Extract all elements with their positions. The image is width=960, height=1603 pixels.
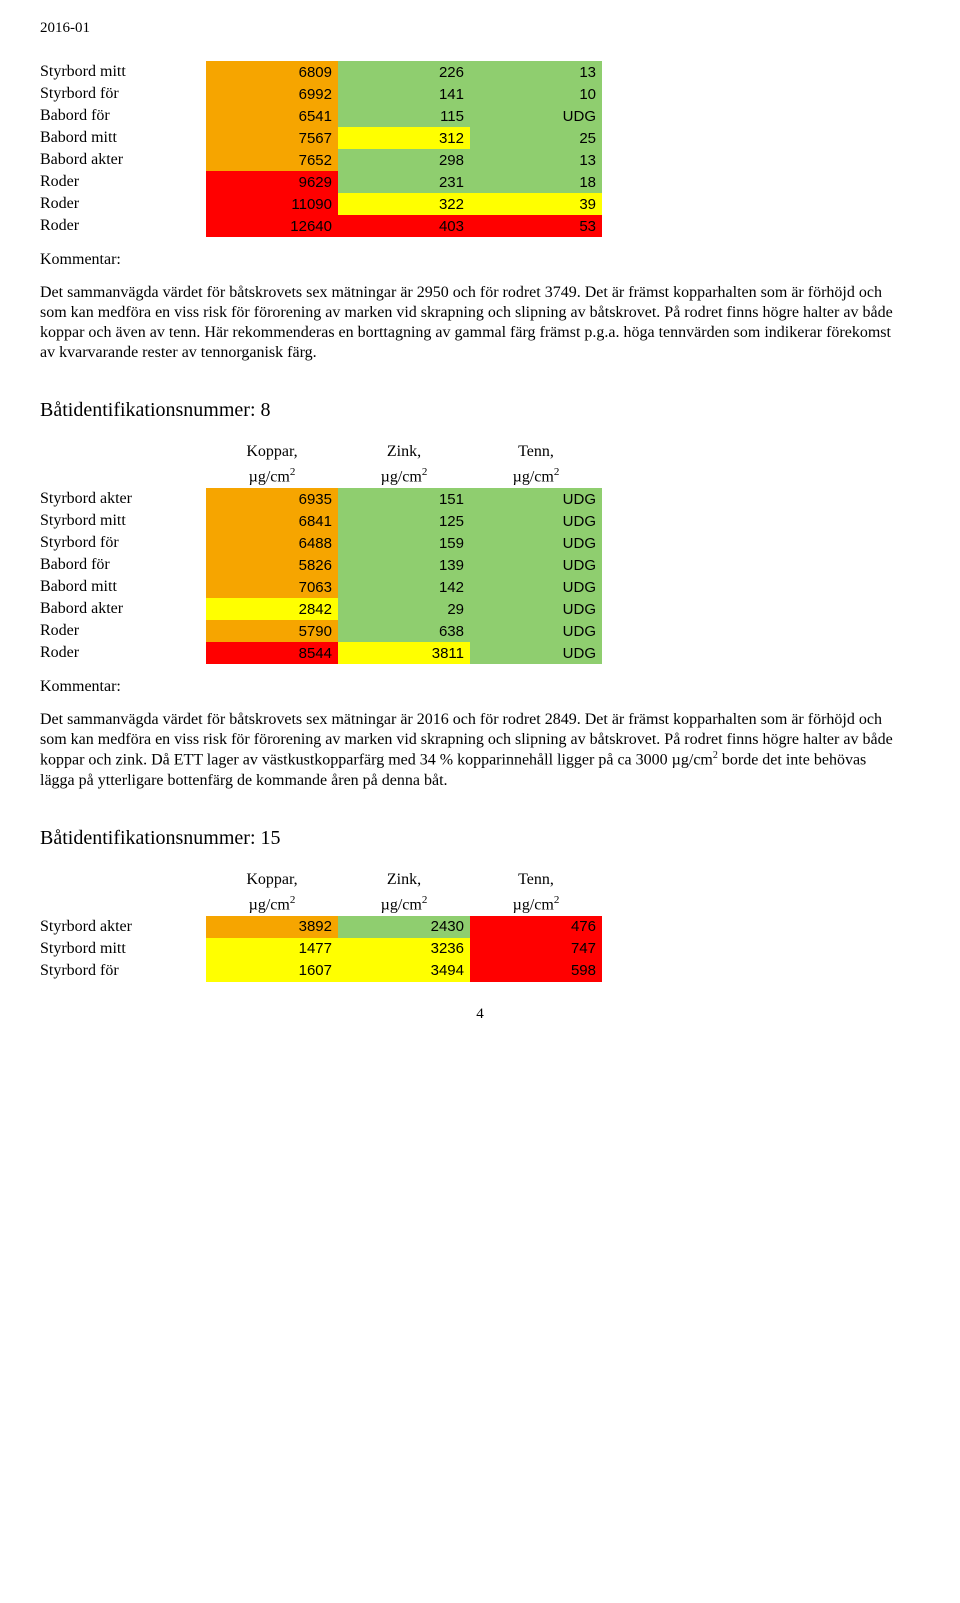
cell-value: 403 (338, 215, 470, 237)
row-label: Styrbord akter (40, 916, 206, 938)
kommentar-label-1: Kommentar: (40, 251, 920, 269)
row-label: Roder (40, 620, 206, 642)
cell-value: 142 (338, 576, 470, 598)
cell-value: 10 (470, 83, 602, 105)
cell-value: 5826 (206, 554, 338, 576)
cell-value: 1607 (206, 960, 338, 982)
cell-value: 9629 (206, 171, 338, 193)
measurements-table-2: Koppar,Zink,Tenn,µg/cm2µg/cm2µg/cm2Styrb… (40, 440, 602, 664)
cell-value: 298 (338, 149, 470, 171)
cell-value: 18 (470, 171, 602, 193)
cell-value: 2430 (338, 916, 470, 938)
cell-value: 3494 (338, 960, 470, 982)
cell-value: 29 (338, 598, 470, 620)
row-label: Roder (40, 171, 206, 193)
kommentar-label-2: Kommentar: (40, 678, 920, 696)
row-label: Styrbord mitt (40, 510, 206, 532)
cell-value: 7063 (206, 576, 338, 598)
cell-value: 2842 (206, 598, 338, 620)
cell-value: 8544 (206, 642, 338, 664)
paragraph-2: Det sammanvägda värdet för båtskrovets s… (40, 710, 900, 790)
cell-value: 125 (338, 510, 470, 532)
cell-value: 7652 (206, 149, 338, 171)
page-number: 4 (40, 1006, 920, 1023)
cell-value: UDG (470, 620, 602, 642)
measurements-table-3: Koppar,Zink,Tenn,µg/cm2µg/cm2µg/cm2Styrb… (40, 868, 602, 982)
row-label: Styrbord för (40, 960, 206, 982)
cell-value: 53 (470, 215, 602, 237)
cell-value: 312 (338, 127, 470, 149)
cell-value: 6935 (206, 488, 338, 510)
cell-value: 638 (338, 620, 470, 642)
cell-value: 12640 (206, 215, 338, 237)
paragraph-1: Det sammanvägda värdet för båtskrovets s… (40, 283, 900, 363)
cell-value: 139 (338, 554, 470, 576)
cell-value: 3236 (338, 938, 470, 960)
cell-value: 1477 (206, 938, 338, 960)
cell-value: UDG (470, 576, 602, 598)
cell-value: 3811 (338, 642, 470, 664)
cell-value: 476 (470, 916, 602, 938)
cell-value: UDG (470, 532, 602, 554)
row-label: Styrbord för (40, 532, 206, 554)
row-label: Roder (40, 193, 206, 215)
cell-value: UDG (470, 488, 602, 510)
row-label: Babord akter (40, 598, 206, 620)
cell-value: UDG (470, 598, 602, 620)
row-label: Styrbord mitt (40, 938, 206, 960)
cell-value: 6992 (206, 83, 338, 105)
cell-value: 13 (470, 149, 602, 171)
cell-value: UDG (470, 642, 602, 664)
measurements-table-1: Styrbord mitt680922613Styrbord för699214… (40, 61, 602, 237)
cell-value: 5790 (206, 620, 338, 642)
cell-value: 6809 (206, 61, 338, 83)
row-label: Roder (40, 642, 206, 664)
row-label: Styrbord mitt (40, 61, 206, 83)
cell-value: 7567 (206, 127, 338, 149)
cell-value: 159 (338, 532, 470, 554)
cell-value: 3892 (206, 916, 338, 938)
cell-value: UDG (470, 554, 602, 576)
cell-value: 322 (338, 193, 470, 215)
row-label: Babord mitt (40, 576, 206, 598)
doc-date: 2016-01 (40, 20, 920, 37)
boat-8-heading: Båtidentifikationsnummer: 8 (40, 399, 920, 422)
cell-value: 226 (338, 61, 470, 83)
cell-value: UDG (470, 510, 602, 532)
cell-value: 747 (470, 938, 602, 960)
cell-value: 141 (338, 83, 470, 105)
row-label: Roder (40, 215, 206, 237)
row-label: Babord för (40, 105, 206, 127)
cell-value: 6541 (206, 105, 338, 127)
row-label: Babord mitt (40, 127, 206, 149)
row-label: Babord akter (40, 149, 206, 171)
cell-value: 598 (470, 960, 602, 982)
cell-value: 115 (338, 105, 470, 127)
cell-value: 25 (470, 127, 602, 149)
row-label: Babord för (40, 554, 206, 576)
cell-value: UDG (470, 105, 602, 127)
row-label: Styrbord för (40, 83, 206, 105)
cell-value: 11090 (206, 193, 338, 215)
row-label: Styrbord akter (40, 488, 206, 510)
cell-value: 231 (338, 171, 470, 193)
cell-value: 6841 (206, 510, 338, 532)
cell-value: 6488 (206, 532, 338, 554)
cell-value: 151 (338, 488, 470, 510)
boat-15-heading: Båtidentifikationsnummer: 15 (40, 827, 920, 850)
cell-value: 39 (470, 193, 602, 215)
cell-value: 13 (470, 61, 602, 83)
